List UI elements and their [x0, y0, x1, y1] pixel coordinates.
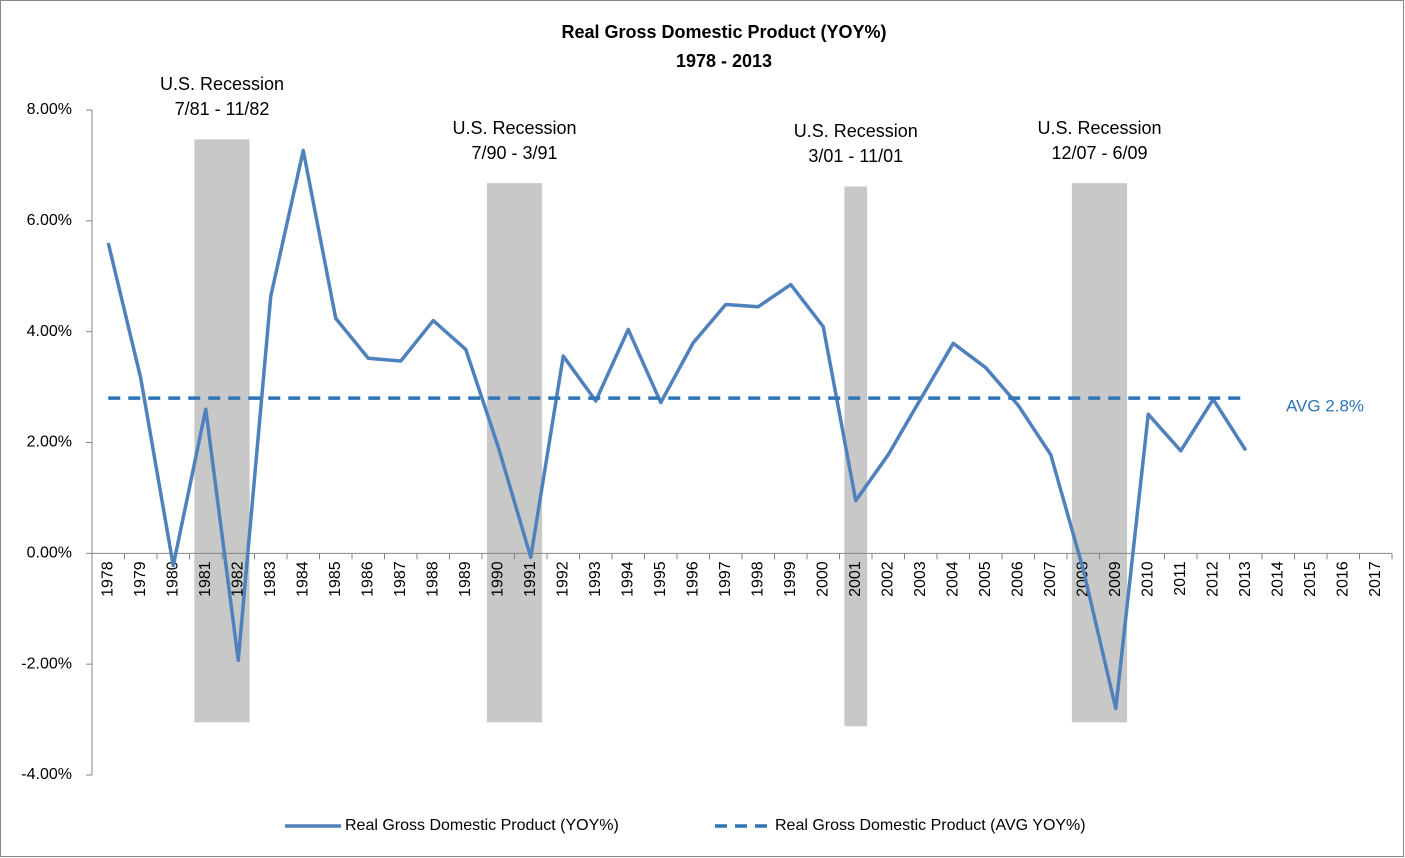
recession-shade	[486, 183, 543, 723]
x-tick-label: 2006	[1009, 561, 1026, 597]
x-tick-label: 1992	[554, 561, 571, 597]
recession-label: U.S. Recession	[452, 118, 576, 138]
x-tick-label: 2003	[912, 561, 929, 597]
x-tick-label: 1993	[587, 561, 604, 597]
x-tick-label: 2000	[814, 561, 831, 597]
x-tick-label: 2011	[1172, 561, 1189, 596]
x-tick-label: 1979	[132, 561, 149, 597]
x-tick-label: 2002	[879, 561, 896, 597]
recession-label: U.S. Recession	[1037, 118, 1161, 138]
legend-label: Real Gross Domestic Product (AVG YOY%)	[775, 817, 1086, 834]
chart-subtitle: 1978 - 2013	[676, 51, 772, 71]
x-tick-label: 1991	[522, 561, 539, 597]
y-tick-label: 0.00%	[27, 545, 72, 562]
recession-label: U.S. Recession	[794, 121, 918, 141]
series-line	[106, 148, 1248, 711]
x-tick-label: 1983	[262, 561, 279, 597]
x-tick-label: 2015	[1302, 561, 1319, 597]
x-tick-label: 1985	[327, 561, 344, 597]
x-tick-label: 2004	[944, 561, 961, 597]
y-tick-label: -2.00%	[21, 655, 72, 672]
legend-label: Real Gross Domestic Product (YOY%)	[345, 817, 619, 834]
recession-period: 12/07 - 6/09	[1051, 143, 1147, 163]
x-tick-label: 1997	[717, 561, 734, 597]
x-tick-label: 1988	[424, 561, 441, 597]
recession-shade	[844, 186, 868, 727]
x-tick-label: 1987	[392, 561, 409, 597]
x-tick-label: 1981	[197, 561, 214, 597]
x-tick-label: 1990	[489, 561, 506, 597]
x-tick-label: 1978	[99, 561, 116, 597]
x-tick-label: 1984	[294, 561, 311, 597]
x-tick-label: 1980	[164, 561, 181, 597]
x-tick-label: 1996	[684, 561, 701, 597]
x-tick-label: 2016	[1334, 561, 1351, 597]
x-tick-label: 1999	[782, 561, 799, 597]
x-tick-label: 2010	[1139, 561, 1156, 597]
recession-label: U.S. Recession	[160, 74, 284, 94]
y-tick-label: 6.00%	[27, 212, 72, 229]
x-tick-label: 1982	[229, 561, 246, 597]
y-tick-label: 4.00%	[27, 323, 72, 340]
recession-period: 7/81 - 11/82	[175, 99, 270, 119]
x-tick-label: 2001	[847, 561, 864, 597]
recession-period: 3/01 - 11/01	[808, 146, 903, 166]
x-tick-label: 1994	[619, 561, 636, 597]
y-tick-label: -4.00%	[21, 766, 72, 783]
x-tick-label: 2014	[1269, 561, 1286, 597]
x-tick-label: 1995	[652, 561, 669, 597]
chart-title: Real Gross Domestic Product (YOY%)	[561, 22, 886, 42]
x-tick-label: 2009	[1107, 561, 1124, 597]
y-tick-label: 8.00%	[27, 101, 72, 118]
x-tick-label: 2007	[1042, 561, 1059, 597]
x-tick-label: 2012	[1204, 561, 1221, 597]
x-tick-label: 2017	[1367, 561, 1384, 597]
y-tick-label: 2.00%	[27, 434, 72, 451]
avg-label: AVG 2.8%	[1286, 397, 1364, 416]
x-tick-label: 1989	[457, 561, 474, 597]
x-tick-label: 2013	[1237, 561, 1254, 597]
x-tick-label: 1986	[359, 561, 376, 597]
recession-period: 7/90 - 3/91	[471, 143, 557, 163]
x-tick-label: 2005	[977, 561, 994, 597]
x-tick-label: 1998	[749, 561, 766, 597]
